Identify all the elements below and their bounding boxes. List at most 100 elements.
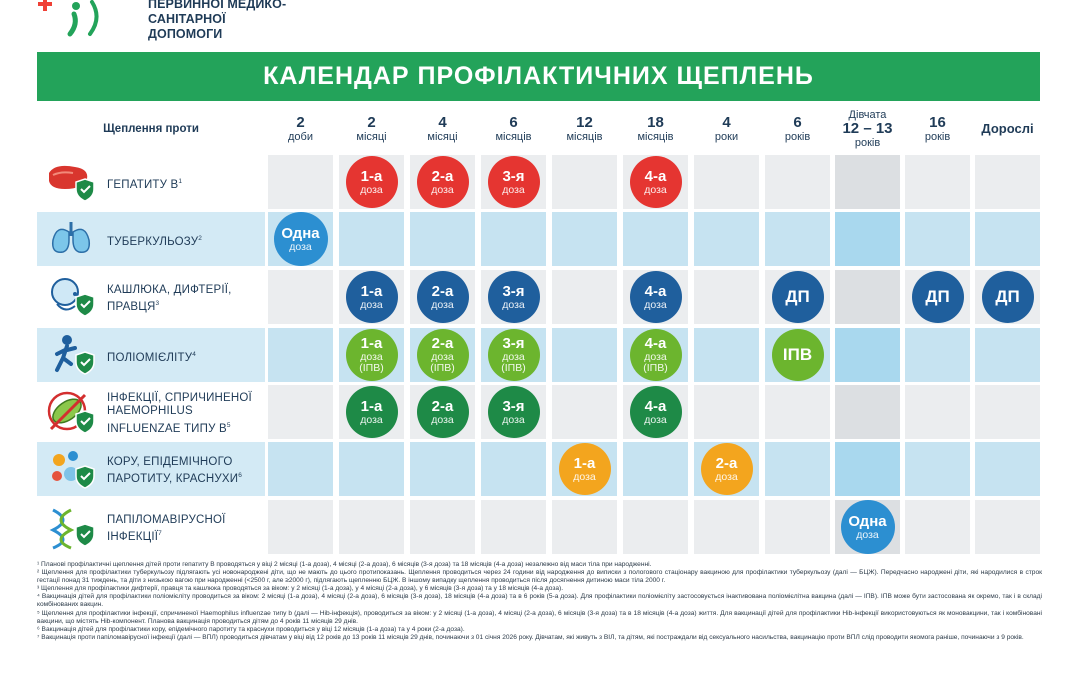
footnote-marker: 6 bbox=[238, 472, 243, 479]
schedule-cell bbox=[268, 270, 333, 324]
schedule-cell bbox=[694, 212, 759, 266]
footnote: ⁵ Щеплення для профілактики інфекції, сп… bbox=[37, 609, 1042, 625]
age-header-number: 4 bbox=[438, 114, 447, 131]
schedule-cell bbox=[481, 500, 546, 554]
plus-health-logo-icon bbox=[38, 0, 99, 37]
schedule-cell bbox=[268, 155, 333, 209]
schedule-cell bbox=[623, 500, 688, 554]
dose-badge: 4-а доза bbox=[629, 386, 682, 438]
vaccine-label: ІНФЕКЦІЇ, СПРИЧИНЕНОЇ HAEMOPHILUS INFLUENZ… bbox=[37, 385, 265, 439]
liver-shield-icon bbox=[45, 159, 99, 205]
vaccine-row: ПАПІЛОМАВІРУСНОЇ ІНФЕКЦІЇ7 Одна доза bbox=[37, 500, 1040, 554]
schedule-cell bbox=[552, 328, 617, 382]
footnote-marker: 2 bbox=[198, 235, 203, 243]
dose-badge: Одна доза bbox=[273, 212, 328, 266]
age-header-unit: місяців bbox=[637, 131, 674, 143]
age-header-number: 6 bbox=[509, 114, 518, 131]
age-header: Дорослі bbox=[975, 104, 1040, 154]
schedule-cell bbox=[623, 442, 688, 496]
age-header-unit: років bbox=[854, 137, 881, 149]
schedule-cell bbox=[835, 155, 900, 209]
vaccine-name: КАШЛЮКА, ДИФТЕРІЇ, ПРАВЦЯ3 bbox=[107, 283, 232, 313]
age-header-number: 2 bbox=[296, 114, 305, 131]
schedule-cell bbox=[410, 442, 475, 496]
footnote: ⁴ Вакцинація дітей для профілактики полі… bbox=[37, 593, 1042, 609]
age-header: 2 місяці bbox=[339, 104, 404, 154]
virus-shield-icon bbox=[45, 446, 99, 492]
age-header: 16 років bbox=[905, 104, 970, 154]
schedule-cell bbox=[481, 212, 546, 266]
dose-badge: ДП bbox=[771, 271, 824, 323]
row-header: Щеплення проти bbox=[103, 123, 199, 135]
age-header-number: 18 bbox=[647, 114, 664, 131]
age-header-number: 4 bbox=[722, 114, 731, 131]
dose-badge: 2-а доза bbox=[416, 156, 469, 208]
age-header-number: 2 bbox=[367, 114, 376, 131]
schedule-cell bbox=[975, 500, 1040, 554]
schedule-cell bbox=[835, 442, 900, 496]
schedule-cell bbox=[835, 212, 900, 266]
schedule-cell bbox=[835, 328, 900, 382]
schedule-cell bbox=[835, 270, 900, 324]
schedule-cell bbox=[552, 385, 617, 439]
schedule-cell bbox=[835, 385, 900, 439]
schedule-cell bbox=[694, 385, 759, 439]
age-header-unit: років bbox=[924, 131, 951, 143]
dose-badge: 2-а доза (ІПВ) bbox=[416, 329, 469, 381]
schedule-cell bbox=[765, 442, 830, 496]
vaccine-name: ПАПІЛОМАВІРУСНОЇ ІНФЕКЦІЇ7 bbox=[107, 513, 226, 543]
vaccine-label: ТУБЕРКУЛЬОЗУ2 bbox=[37, 212, 265, 266]
schedule-cell bbox=[765, 155, 830, 209]
schedule-cell bbox=[694, 500, 759, 554]
age-header-unit: місяців bbox=[495, 131, 532, 143]
running-child-shield-icon bbox=[45, 332, 99, 378]
schedule-cell bbox=[765, 385, 830, 439]
vaccine-row: КАШЛЮКА, ДИФТЕРІЇ, ПРАВЦЯ3 1-а доза 2-а доза 3… bbox=[37, 270, 1040, 324]
schedule-cell bbox=[905, 500, 970, 554]
vaccine-label: КАШЛЮКА, ДИФТЕРІЇ, ПРАВЦЯ3 bbox=[37, 270, 265, 324]
schedule-cell bbox=[905, 442, 970, 496]
dose-badge: 4-а доза bbox=[629, 271, 682, 323]
footnote: ³ Щеплення для профілактики дифтерії, пр… bbox=[37, 585, 564, 593]
lungs-icon bbox=[45, 216, 99, 262]
schedule-cell bbox=[694, 155, 759, 209]
schedule-cell bbox=[975, 328, 1040, 382]
vaccine-row: ГЕПАТИТУ В1 1-а доза 2-а доза 3-я доза 4-а доза bbox=[37, 155, 1040, 209]
schedule-cell bbox=[765, 500, 830, 554]
age-header-unit: місяці bbox=[356, 131, 387, 143]
age-header-number: 6 bbox=[793, 114, 802, 131]
schedule-cell bbox=[975, 212, 1040, 266]
dose-badge: 3-я доза bbox=[487, 271, 540, 323]
schedule-cell bbox=[268, 500, 333, 554]
footnote-marker: 3 bbox=[155, 300, 160, 307]
schedule-cell bbox=[552, 270, 617, 324]
age-header-number: 12 – 13 bbox=[842, 120, 893, 137]
dose-badge: ДП bbox=[911, 271, 964, 323]
dose-badge: 3-я доза bbox=[487, 386, 540, 438]
footnote-marker: 7 bbox=[158, 530, 162, 537]
schedule-cell bbox=[765, 212, 830, 266]
dose-badge: 1-а доза bbox=[558, 443, 611, 495]
schedule-cell bbox=[481, 442, 546, 496]
dose-badge: 3-я доза (ІПВ) bbox=[487, 329, 540, 381]
schedule-cell bbox=[552, 500, 617, 554]
age-header-unit: доби bbox=[288, 131, 313, 143]
dose-badge: ІПВ bbox=[771, 329, 824, 381]
schedule-cell bbox=[694, 328, 759, 382]
age-header-number: 12 bbox=[576, 114, 593, 131]
footnote-marker: 1 bbox=[178, 178, 183, 186]
schedule-cell bbox=[339, 500, 404, 554]
schedule-cell bbox=[552, 212, 617, 266]
schedule-cell bbox=[905, 328, 970, 382]
age-header: 6 місяців bbox=[481, 104, 546, 154]
age-header-prefix: Дівчата bbox=[848, 109, 887, 121]
vaccine-row: КОРУ, ЕПІДЕМІЧНОГО ПАРОТИТУ, КРАСНУХИ6 1-а… bbox=[37, 442, 1040, 496]
age-header: 2 доби bbox=[268, 104, 333, 154]
schedule-cell bbox=[339, 212, 404, 266]
schedule-cell bbox=[339, 442, 404, 496]
age-header-unit: місяців bbox=[566, 131, 603, 143]
schedule-cell bbox=[975, 385, 1040, 439]
schedule-cell bbox=[975, 155, 1040, 209]
age-header-unit: років bbox=[784, 131, 811, 143]
dose-badge: 2-а доза bbox=[700, 443, 753, 495]
